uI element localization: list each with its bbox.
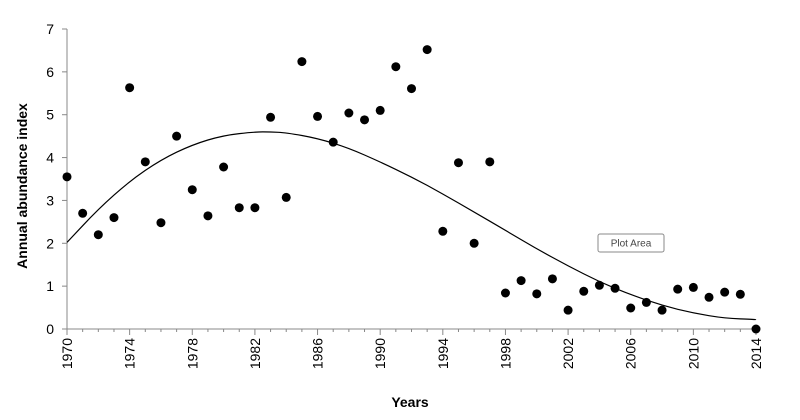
data-point xyxy=(203,211,213,221)
x-tick-label: 1974 xyxy=(122,338,138,369)
data-point xyxy=(62,172,72,182)
y-tick-label: 5 xyxy=(46,107,54,123)
x-tick-label: 1994 xyxy=(435,338,451,369)
axes xyxy=(66,29,756,330)
x-tick-label: 1990 xyxy=(372,338,388,369)
x-tick-label: 1982 xyxy=(247,338,263,369)
data-point xyxy=(547,274,557,284)
y-tick-label: 1 xyxy=(46,278,54,294)
data-point xyxy=(109,213,119,223)
plot-area-tooltip: Plot Area xyxy=(597,233,665,253)
data-point xyxy=(281,192,291,202)
tooltip-box xyxy=(597,233,665,253)
data-point xyxy=(360,115,370,125)
data-point xyxy=(234,203,244,213)
y-tick-label: 7 xyxy=(46,21,54,37)
y-tick-label: 6 xyxy=(46,64,54,80)
data-point xyxy=(657,305,667,315)
data-point xyxy=(438,226,448,236)
x-tick-label: 2010 xyxy=(685,338,701,369)
x-tick-label: 1998 xyxy=(497,338,513,369)
data-point xyxy=(594,280,604,290)
data-point xyxy=(78,208,88,218)
y-tick-label: 0 xyxy=(46,321,54,337)
data-point xyxy=(140,157,150,167)
data-point xyxy=(720,287,730,297)
x-tick-label: 2014 xyxy=(748,338,764,369)
data-point xyxy=(453,158,463,168)
data-point xyxy=(313,111,323,121)
data-point xyxy=(375,105,385,115)
data-point xyxy=(516,276,526,286)
data-point xyxy=(328,137,338,147)
x-tick-label: 1978 xyxy=(184,338,200,369)
y-axis-title: Annual abundance index xyxy=(14,103,30,269)
data-point xyxy=(704,292,714,302)
data-point xyxy=(485,157,495,167)
data-point xyxy=(673,284,683,294)
data-point xyxy=(688,282,698,292)
x-tick-label: 2006 xyxy=(623,338,639,369)
data-point xyxy=(172,131,182,141)
data-point xyxy=(751,324,761,334)
trend-line-group xyxy=(66,131,757,321)
data-point xyxy=(187,185,197,195)
y-tick-label: 2 xyxy=(46,235,54,251)
x-tick-label: 1986 xyxy=(310,338,326,369)
data-point xyxy=(297,57,307,67)
trend-line xyxy=(66,131,757,321)
data-point xyxy=(500,288,510,298)
data-point xyxy=(250,203,260,213)
tooltip-text: Plot Area xyxy=(611,239,652,250)
x-tick-label: 1970 xyxy=(59,338,75,369)
y-tick-label: 4 xyxy=(46,150,54,166)
data-point xyxy=(266,112,276,122)
data-point xyxy=(735,289,745,299)
data-point xyxy=(422,45,432,55)
data-point xyxy=(563,305,573,315)
data-point xyxy=(391,62,401,72)
data-point xyxy=(344,108,354,118)
data-point xyxy=(93,230,103,240)
data-point xyxy=(641,297,651,307)
data-point xyxy=(610,283,620,293)
x-tick-label: 2002 xyxy=(560,338,576,369)
data-point xyxy=(579,286,589,296)
y-tick-label: 3 xyxy=(46,192,54,208)
data-point xyxy=(626,303,636,313)
data-point xyxy=(219,162,229,172)
data-point xyxy=(469,238,479,248)
data-points xyxy=(62,45,761,334)
data-point xyxy=(407,84,416,94)
y-axis-ticks: 0 1 2 3 4 5 6 7 xyxy=(46,21,67,337)
x-axis-title: Years xyxy=(391,394,429,410)
data-point xyxy=(125,83,135,93)
x-axis-ticks: 1970 1974 1978 1982 1986 1990 1994 1998 2002 2006… xyxy=(59,329,764,369)
data-point xyxy=(532,289,542,299)
data-point xyxy=(156,218,166,228)
